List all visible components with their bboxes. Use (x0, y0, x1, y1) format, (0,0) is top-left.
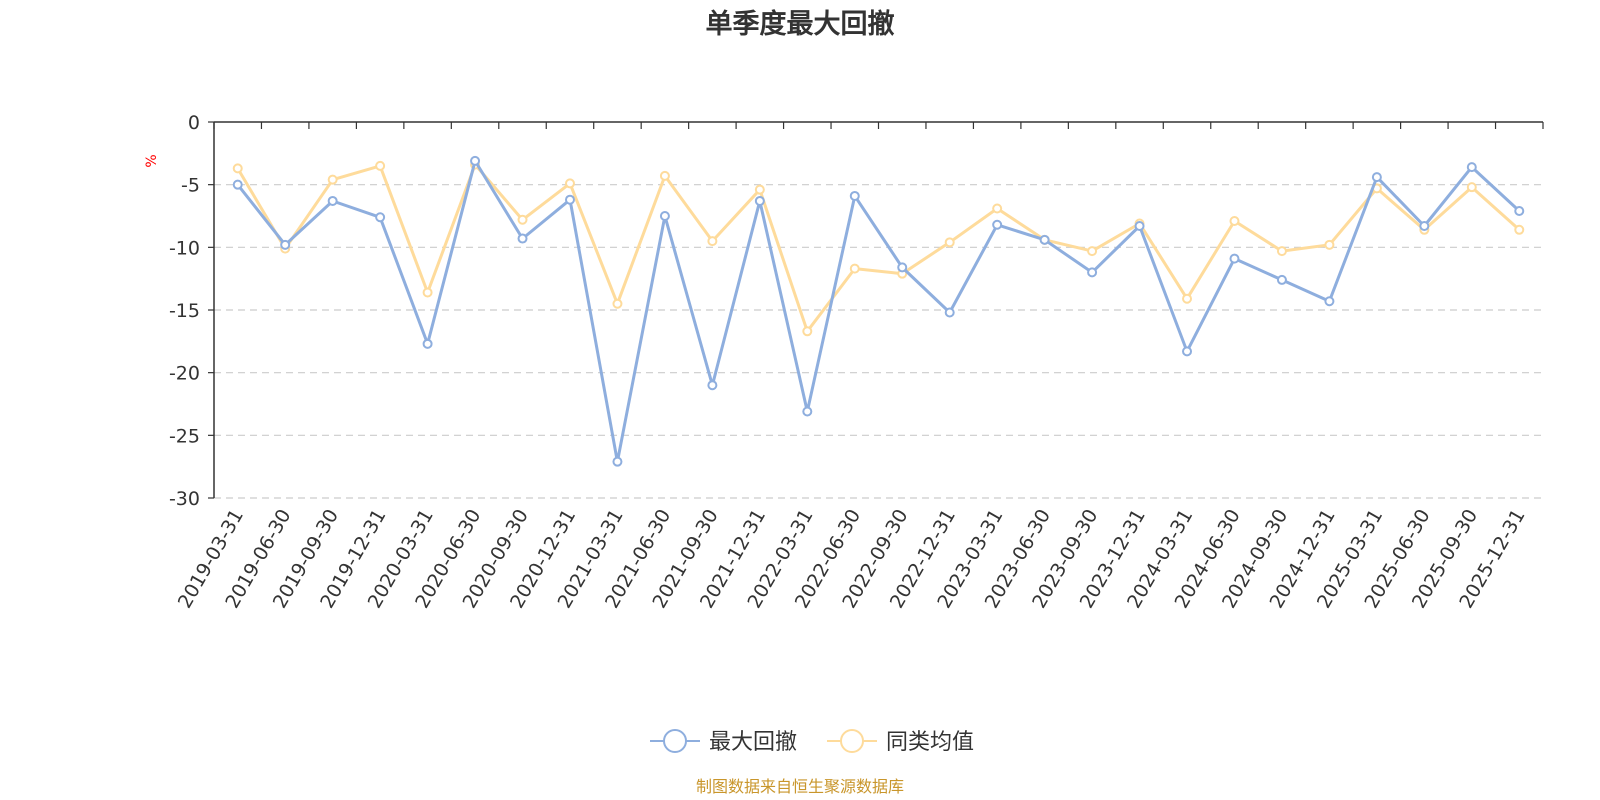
data-point[interactable] (1134, 221, 1145, 232)
y-tick-label: -10 (169, 237, 200, 259)
data-point[interactable] (659, 211, 670, 221)
data-point[interactable] (1229, 253, 1240, 264)
y-tick-label: -30 (169, 488, 200, 510)
data-point[interactable] (1466, 162, 1477, 173)
y-tick-label: -5 (181, 175, 200, 197)
series-line (236, 159, 1521, 464)
data-point[interactable] (1276, 246, 1287, 257)
data-point[interactable] (280, 239, 291, 250)
axes: 0-5-10-15-20-25-302019-03-312019-06-3020… (169, 112, 1544, 612)
series-lines (232, 155, 1525, 467)
y-tick-label: 0 (188, 112, 200, 134)
data-point[interactable] (992, 219, 1003, 230)
y-tick-label: -20 (169, 363, 200, 385)
legend-label: 同类均值 (886, 730, 974, 755)
data-source-note: 制图数据来自恒生聚源数据库 (696, 777, 904, 796)
legend-item[interactable]: 同类均值 (827, 729, 974, 755)
data-point[interactable] (470, 155, 481, 166)
data-point[interactable] (232, 179, 243, 190)
legend[interactable]: 最大回撤 同类均值 (650, 729, 974, 755)
data-point[interactable] (564, 194, 575, 205)
legend-marker-icon (840, 729, 864, 753)
data-point[interactable] (564, 178, 575, 189)
data-point[interactable] (802, 326, 813, 337)
legend-marker-icon (663, 729, 687, 753)
data-point[interactable] (1324, 296, 1335, 307)
data-point[interactable] (422, 338, 433, 349)
data-point[interactable] (849, 190, 860, 201)
data-point[interactable] (1466, 182, 1477, 193)
data-point[interactable] (327, 174, 338, 185)
data-point[interactable] (944, 237, 955, 248)
data-point[interactable] (612, 298, 623, 309)
y-tick-label: -15 (169, 300, 200, 322)
y-axis-unit-label: % (144, 154, 160, 167)
data-point[interactable] (754, 184, 765, 195)
data-point[interactable] (1087, 267, 1098, 278)
data-point[interactable] (375, 160, 386, 171)
data-point[interactable] (1324, 239, 1335, 250)
legend-item[interactable]: 最大回撤 (650, 729, 797, 755)
data-point[interactable] (612, 456, 623, 467)
data-point[interactable] (327, 195, 338, 206)
data-point[interactable] (375, 212, 386, 223)
chart-title: 单季度最大回撤 (706, 8, 895, 40)
data-point[interactable] (944, 307, 955, 318)
data-point[interactable] (517, 214, 528, 225)
data-point[interactable] (1419, 221, 1430, 232)
data-point[interactable] (897, 262, 908, 273)
data-point[interactable] (1182, 346, 1193, 357)
data-point[interactable] (1087, 246, 1098, 257)
data-point[interactable] (992, 203, 1003, 214)
data-point[interactable] (1514, 205, 1525, 216)
data-point[interactable] (1276, 274, 1287, 285)
data-point[interactable] (232, 163, 243, 174)
y-tick-label: -25 (169, 425, 200, 447)
data-point[interactable] (1514, 224, 1525, 235)
data-point[interactable] (659, 170, 670, 181)
data-point[interactable] (707, 236, 718, 247)
data-point[interactable] (1371, 172, 1382, 183)
legend-label: 最大回撤 (709, 730, 797, 755)
series-max-drawdown (232, 155, 1525, 467)
data-point[interactable] (1039, 234, 1050, 245)
series-line (236, 163, 1521, 333)
series-peer-average (232, 159, 1525, 337)
data-point[interactable] (1229, 216, 1240, 227)
data-point[interactable] (707, 380, 718, 391)
data-point[interactable] (754, 195, 765, 206)
data-point[interactable] (517, 233, 528, 244)
data-point[interactable] (422, 287, 433, 298)
data-point[interactable] (1182, 293, 1193, 304)
data-point[interactable] (849, 263, 860, 274)
data-point[interactable] (802, 406, 813, 417)
